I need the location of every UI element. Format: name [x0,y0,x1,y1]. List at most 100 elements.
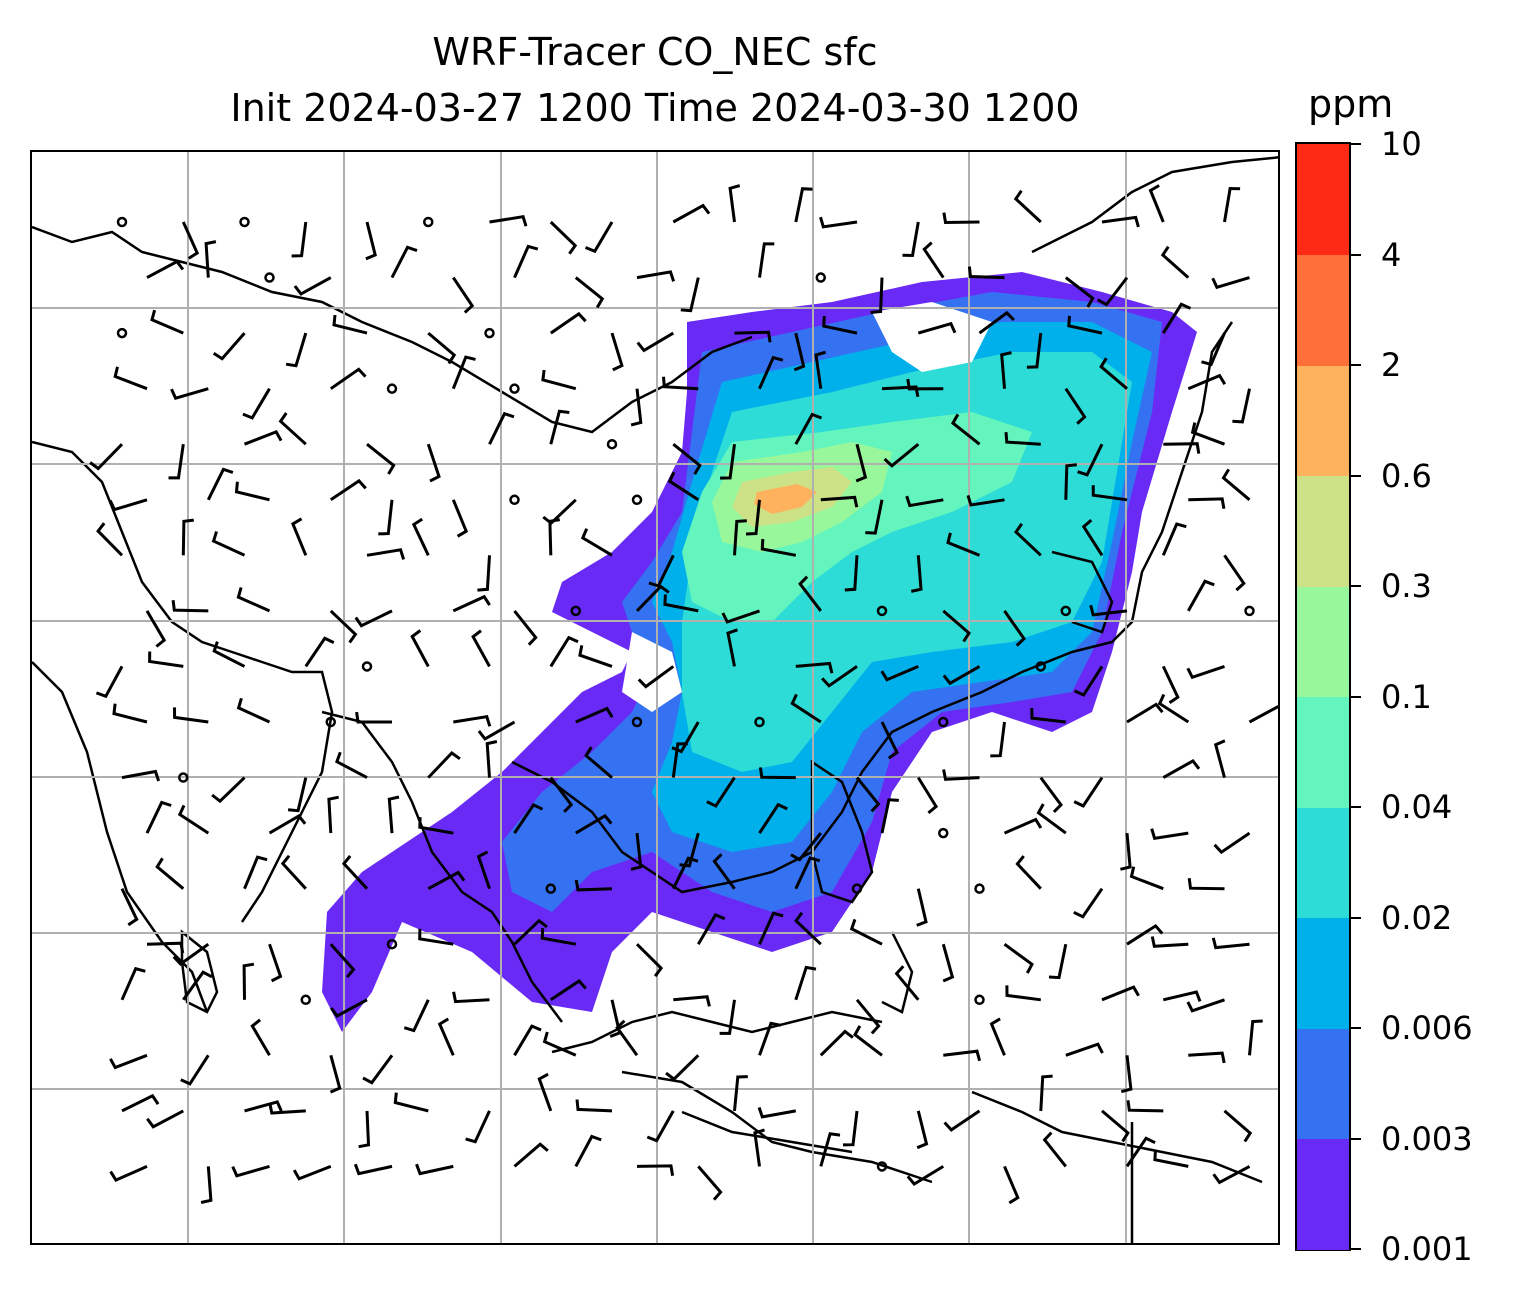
wind-barb [268,814,307,835]
wind-barb [1073,887,1104,919]
contour-0.6 [754,484,817,514]
wind-barb [720,444,736,480]
wind-barb [95,665,124,699]
wind-barb [967,266,1005,280]
colorbar-tick [1351,474,1361,477]
wind-barb [712,853,736,890]
wind-barb [513,609,538,646]
wind-barb [120,888,139,927]
colorbar-tick [1351,916,1361,919]
wind-barb [471,629,491,668]
wind-barb [793,332,806,372]
wind-barb [488,411,515,445]
colorbar-tick-label: 0.003 [1381,1119,1473,1158]
wind-barb [549,409,570,445]
wind-barb [697,913,726,945]
wind-barb [1065,1042,1104,1057]
wind-barb [1163,442,1201,454]
calm-wind-marker [606,438,618,450]
wind-barb [1148,184,1165,223]
wind-barb [465,1110,491,1144]
wind-barb [667,471,700,502]
wind-barb [1013,189,1042,224]
wind-barb [966,494,1005,507]
colorbar-tick [1351,585,1361,587]
wind-barb [112,703,148,724]
wind-barb [1211,937,1250,950]
field-gap-north [872,302,992,372]
wind-barb [109,1053,148,1070]
colorbar-tick-label: 0.3 [1381,567,1432,605]
wind-barb [513,1142,549,1168]
wind-barb [212,332,246,361]
wind-barb [1150,828,1189,840]
wind-barb [354,609,393,628]
wind-barb [1101,1109,1130,1143]
wind-barb [844,555,859,592]
wind-barb [794,412,823,445]
wind-barb [680,277,700,313]
wind-barb [231,1164,270,1178]
wind-barb [574,276,605,309]
wind-barb [990,721,1006,758]
wind-barb [635,584,670,612]
wind-barb [1223,554,1246,592]
wind-barb [1120,1055,1133,1094]
wind-barb [760,538,797,557]
wind-barb [584,746,613,779]
wind-barb [1048,943,1068,980]
wind-barb [242,387,271,420]
wind-barb [427,870,466,891]
wind-barb [236,587,271,613]
wind-barb [942,665,981,686]
wind-barb [393,1092,429,1113]
wind-barb [795,661,834,674]
calm-wind-marker [116,216,128,228]
wind-barb [798,575,822,612]
wind-barb [646,1110,675,1143]
calm-wind-marker [1035,661,1046,672]
wind-barb [794,856,821,890]
wind-barb [941,943,955,983]
wind-barb [1036,803,1067,835]
wind-barb [575,1099,613,1113]
wind-barb [155,857,185,890]
chart-title-line-2: Init 2024-03-27 1200 Time 2024-03-30 120… [230,86,1080,130]
wind-barb [89,443,124,471]
wind-barb [1003,610,1026,647]
calm-wind-marker [938,716,949,728]
wind-barb [1129,866,1164,891]
wind-barb [549,979,587,1002]
wind-barb [1039,1074,1053,1111]
wind-barb [1039,776,1063,813]
wind-barb [1223,1109,1253,1143]
calm-wind-marker [423,216,434,228]
wind-barb [636,270,676,282]
colorbar-tick [1351,143,1361,145]
wind-barb [146,941,185,954]
wind-barb [541,369,577,391]
wind-barb [855,443,868,483]
wind-barb [278,412,307,446]
wind-barb [418,928,454,946]
wind-barb [1187,878,1225,891]
wind-barb [427,751,461,779]
wind-barb [917,776,939,815]
wind-barb [329,1054,342,1094]
wind-barb [758,911,784,945]
colorbar-segment [1297,144,1349,255]
wind-barb [679,832,700,868]
wind-barb [822,315,858,335]
wind-barb [1003,942,1034,974]
wind-barb [671,742,688,778]
calm-wind-marker [509,494,520,506]
colorbar-tick-label: 0.02 [1381,898,1453,937]
wind-barb [287,777,308,813]
wind-barb [452,594,491,613]
wind-barb [268,1102,306,1115]
wind-barb [758,802,788,834]
calm-wind-marker [325,716,336,728]
wind-barb [636,331,675,353]
wind-barb [1064,276,1095,308]
wind-barb [1101,985,1140,1002]
